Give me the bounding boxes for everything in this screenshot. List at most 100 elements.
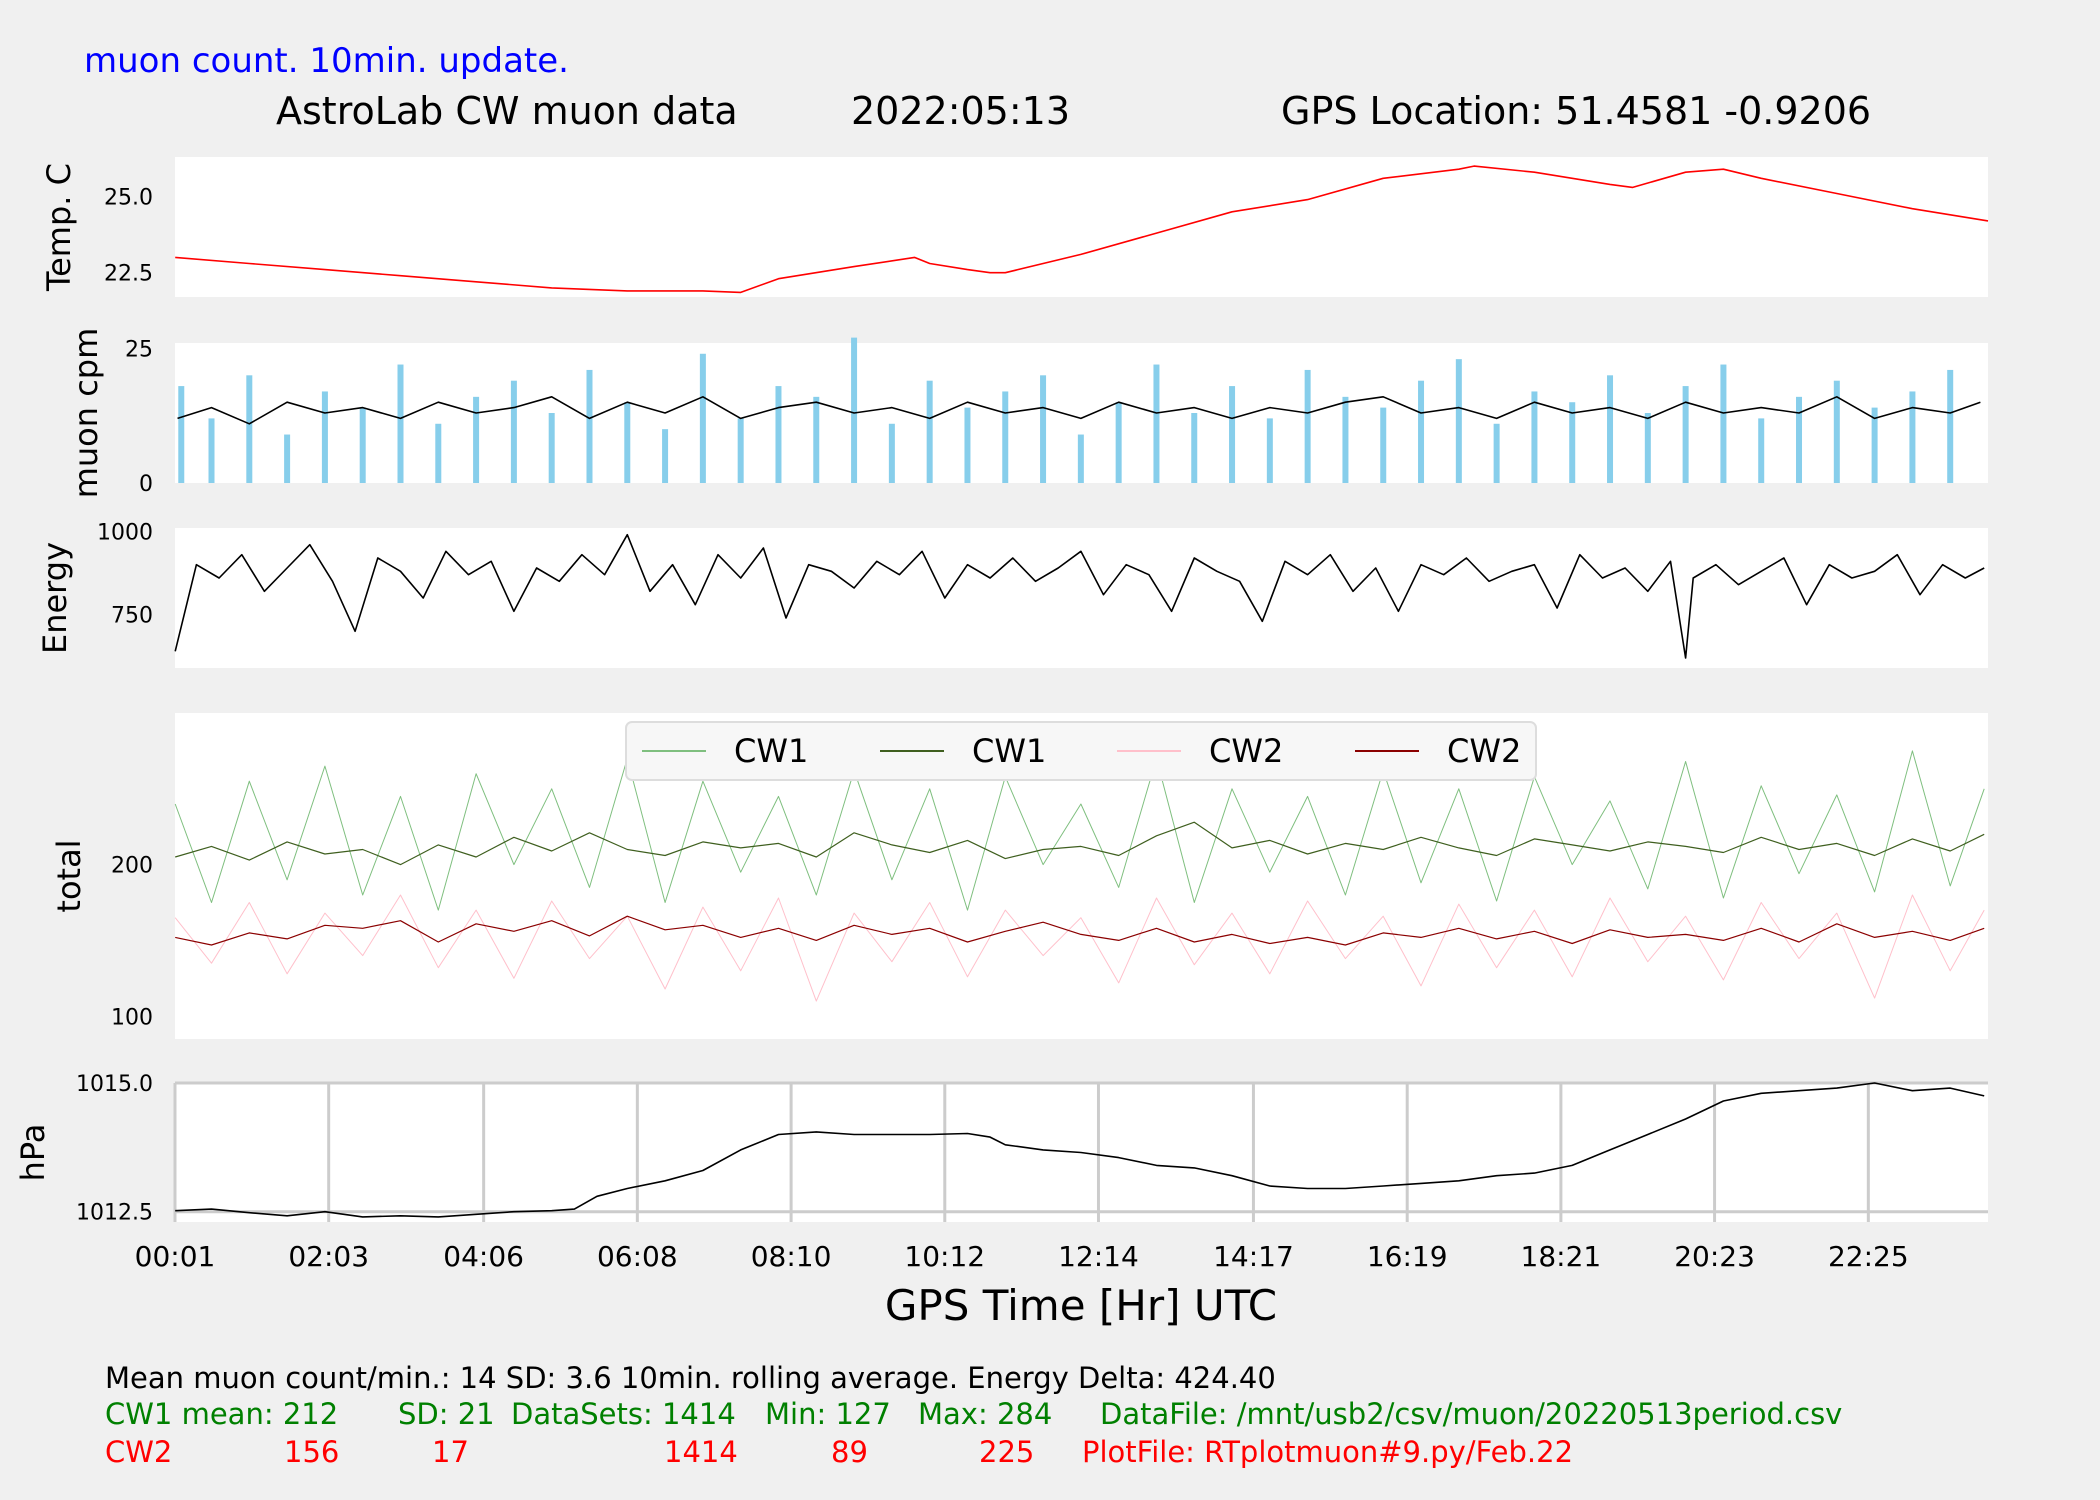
count-bar bbox=[1342, 396, 1349, 483]
series-line-10min. rolling average bbox=[177, 395, 1981, 425]
count-bar bbox=[926, 380, 933, 483]
footer-cw2-stats: CW2 156 17 1414 89 225 PlotFile: RTplotm… bbox=[105, 1435, 1573, 1469]
y-tick-label: 25.0 bbox=[104, 186, 153, 211]
cw2-min: 89 bbox=[831, 1435, 868, 1469]
x-tick-label: 20:23 bbox=[1674, 1240, 1755, 1273]
panel-pressure: 1012.5 1015.0 hPa bbox=[14, 1072, 1988, 1226]
y-axis-label-muon_cpm: muon cpm bbox=[67, 328, 105, 499]
count-bar bbox=[397, 364, 404, 483]
count-bar bbox=[1493, 423, 1500, 483]
series-line bbox=[175, 165, 1989, 294]
figure-date: 2022:05:13 bbox=[851, 89, 1070, 133]
x-tick-label: 00:01 bbox=[135, 1240, 216, 1273]
panel-total: 100 200 total CW1 CW1 CW2 CW2 bbox=[50, 713, 1988, 1039]
y-tick-label: 25 bbox=[125, 337, 153, 362]
x-tick-label: 22:25 bbox=[1828, 1240, 1909, 1273]
cw1-datasets: DataSets: 1414 bbox=[511, 1397, 736, 1431]
legend: CW1 CW1 CW2 CW2 bbox=[625, 721, 1537, 781]
count-bar bbox=[284, 434, 291, 483]
count-bar bbox=[473, 396, 480, 483]
count-bar bbox=[208, 418, 215, 483]
count-bar bbox=[1077, 434, 1084, 483]
count-bar bbox=[359, 407, 366, 483]
y-axis-label-temperature: Temp. C bbox=[40, 163, 78, 292]
plot-area-temperature bbox=[175, 157, 1988, 297]
series-line-cw2 bbox=[175, 915, 1985, 946]
count-bar bbox=[1531, 391, 1538, 483]
count-bar bbox=[1758, 418, 1765, 483]
x-tick-label: 02:03 bbox=[288, 1240, 369, 1273]
count-bar bbox=[435, 423, 442, 483]
data-file: DataFile: /mnt/usb2/csv/muon/20220513per… bbox=[1100, 1397, 1842, 1431]
count-bar bbox=[1833, 380, 1840, 483]
count-bar bbox=[548, 413, 555, 483]
count-bar bbox=[1266, 418, 1273, 483]
legend-label: CW1 bbox=[734, 732, 808, 770]
count-bar bbox=[1720, 364, 1727, 483]
count-bar bbox=[1229, 386, 1236, 483]
count-bar bbox=[178, 386, 185, 483]
x-tick-label: 12:14 bbox=[1058, 1240, 1139, 1273]
count-bar bbox=[1607, 375, 1614, 483]
series-line-cw1 bbox=[174, 750, 1985, 911]
count-bar bbox=[662, 429, 669, 483]
count-bar bbox=[1455, 359, 1462, 483]
x-axis-title: GPS Time [Hr] UTC bbox=[885, 1281, 1277, 1330]
cw1-min: Min: 127 bbox=[765, 1397, 891, 1431]
count-bar bbox=[1644, 413, 1651, 483]
y-tick-label: 1000 bbox=[97, 520, 153, 545]
cw2-datasets: 1414 bbox=[664, 1435, 738, 1469]
y-tick-label: 1015.0 bbox=[76, 1072, 153, 1097]
count-bar bbox=[1040, 375, 1047, 483]
y-tick-label: 1012.5 bbox=[76, 1201, 153, 1226]
y-axis-label-energy: Energy bbox=[36, 542, 74, 654]
count-bar bbox=[1796, 396, 1803, 483]
cw2-label: CW2 bbox=[105, 1435, 172, 1469]
count-bar bbox=[1002, 391, 1009, 483]
count-bar bbox=[1115, 402, 1122, 483]
cw2-mean: 156 bbox=[284, 1435, 339, 1469]
count-bar bbox=[1304, 369, 1311, 483]
y-axis-label-total: total bbox=[50, 839, 88, 912]
x-tick-label: 14:17 bbox=[1213, 1240, 1294, 1273]
x-tick-label: 08:10 bbox=[751, 1240, 832, 1273]
count-bar bbox=[964, 407, 971, 483]
count-bar bbox=[1191, 413, 1198, 483]
y-tick-label: 22.5 bbox=[104, 262, 153, 287]
y-tick-label: 750 bbox=[111, 604, 153, 629]
count-bar bbox=[851, 337, 858, 483]
panel-muon_cpm: 0 25 muon cpm bbox=[67, 328, 1988, 499]
cw2-max: 225 bbox=[979, 1435, 1034, 1469]
plot-area-energy bbox=[175, 528, 1988, 668]
x-tick-label: 18:21 bbox=[1521, 1240, 1602, 1273]
footer-summary: Mean muon count/min.: 14 SD: 3.6 10min. … bbox=[105, 1361, 1276, 1395]
x-axis: 00:01 02:03 04:06 06:08 08:10 10:12 12:14 14:17… bbox=[135, 1240, 1909, 1273]
count-bar bbox=[1380, 407, 1387, 483]
footer-cw1-stats: CW1 mean: 212 SD: 21 DataSets: 1414 Min:… bbox=[105, 1397, 1842, 1431]
cw1-mean: CW1 mean: 212 bbox=[105, 1397, 338, 1431]
legend-label: CW1 bbox=[972, 732, 1046, 770]
x-tick-label: 10:12 bbox=[904, 1240, 985, 1273]
count-bar bbox=[888, 423, 895, 483]
count-bar bbox=[1682, 386, 1689, 483]
count-bar bbox=[624, 402, 631, 483]
y-tick-label: 100 bbox=[111, 1005, 153, 1030]
series-line bbox=[175, 1082, 1985, 1218]
count-bar bbox=[775, 386, 782, 483]
x-tick-label: 16:19 bbox=[1367, 1240, 1448, 1273]
legend-label: CW2 bbox=[1447, 732, 1521, 770]
legend-box bbox=[625, 721, 1537, 781]
update-note: muon count. 10min. update. bbox=[84, 41, 569, 81]
count-bar bbox=[1569, 402, 1576, 483]
cw2-sd: 17 bbox=[432, 1435, 469, 1469]
count-bar bbox=[1153, 364, 1160, 483]
y-tick-label: 0 bbox=[139, 472, 153, 497]
figure-title: AstroLab CW muon data bbox=[276, 89, 738, 133]
count-bar bbox=[246, 375, 253, 483]
y-axis-label-pressure: hPa bbox=[14, 1124, 52, 1182]
count-bar bbox=[1947, 369, 1954, 483]
count-bar bbox=[586, 369, 593, 483]
count-bar bbox=[510, 380, 517, 483]
count-bar bbox=[1418, 380, 1425, 483]
